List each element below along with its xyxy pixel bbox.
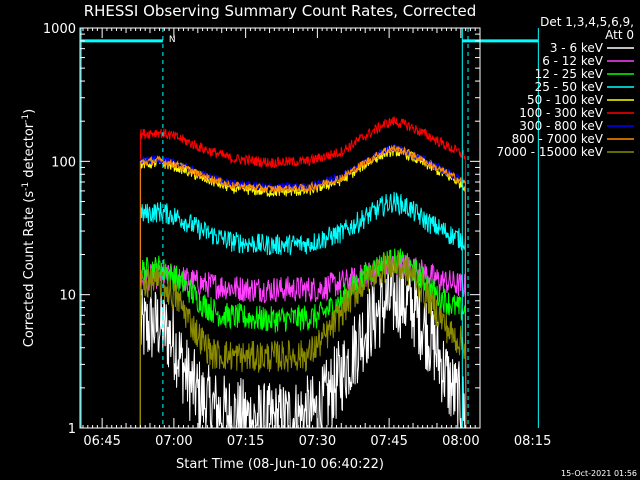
y-axis-label-sup1: -1 — [21, 182, 31, 191]
legend-entry-label: 7000 - 15000 keV — [496, 145, 603, 159]
x-tick-label: 08:00 — [442, 434, 479, 449]
chart-title: RHESSI Observing Summary Count Rates, Co… — [84, 2, 477, 20]
series-line — [139, 250, 467, 429]
x-tick-label: 06:45 — [83, 434, 120, 449]
x-tick-label: 07:30 — [299, 434, 336, 449]
y-axis-label-mid: detector — [22, 122, 37, 182]
x-tick-label: 08:15 — [514, 434, 551, 449]
legend-entry-label: 800 - 7000 keV — [512, 132, 604, 146]
y-tick-label: 1 — [68, 422, 76, 437]
series-line — [139, 116, 467, 429]
y-axis-label-sup2: -1 — [21, 114, 31, 123]
x-tick-label: 07:00 — [155, 434, 192, 449]
x-tick-label: 07:45 — [370, 434, 407, 449]
annotation-label: N — [169, 35, 176, 45]
series-line — [139, 248, 467, 429]
y-axis-label: Corrected Count Rate (s-1 detector-1) — [21, 109, 37, 347]
y-tick-label: 100 — [51, 155, 76, 170]
legend-header-line-1: Det 1,3,4,5,6,9, — [540, 15, 634, 29]
legend-header-line-2: Att 0 — [605, 28, 634, 42]
legend-entry-label: 6 - 12 keV — [542, 54, 604, 68]
data-series — [139, 116, 467, 430]
y-axis-label-end: ) — [22, 109, 37, 114]
series-line — [139, 144, 467, 429]
legend-entry-label: 50 - 100 keV — [527, 93, 604, 107]
x-axis: 06:45 07:00 07:15 07:30 07:45 08:00 08:15 — [82, 28, 551, 449]
timestamp: 15-Oct-2021 01:56 — [561, 469, 637, 478]
legend-entry-label: 300 - 800 keV — [519, 119, 603, 133]
y-axis: 1 10 100 1000 — [43, 22, 480, 437]
y-tick-label: 1000 — [43, 22, 76, 37]
legend-entry-label: 12 - 25 keV — [535, 67, 604, 81]
y-axis-label-main: Corrected Count Rate (s — [22, 191, 37, 348]
legend-entry-label: 25 - 50 keV — [535, 80, 604, 94]
legend-entry-label: 100 - 300 keV — [519, 106, 603, 120]
vertical-markers: N — [80, 28, 539, 428]
legend-entry-label: 3 - 6 keV — [550, 41, 604, 55]
plot-frame — [79, 27, 481, 429]
y-tick-label: 10 — [59, 289, 76, 304]
x-tick-label: 07:15 — [227, 434, 264, 449]
series-line — [139, 262, 466, 430]
x-axis-label: Start Time (08-Jun-10 06:40:22) — [176, 457, 384, 472]
series-line — [139, 191, 467, 429]
